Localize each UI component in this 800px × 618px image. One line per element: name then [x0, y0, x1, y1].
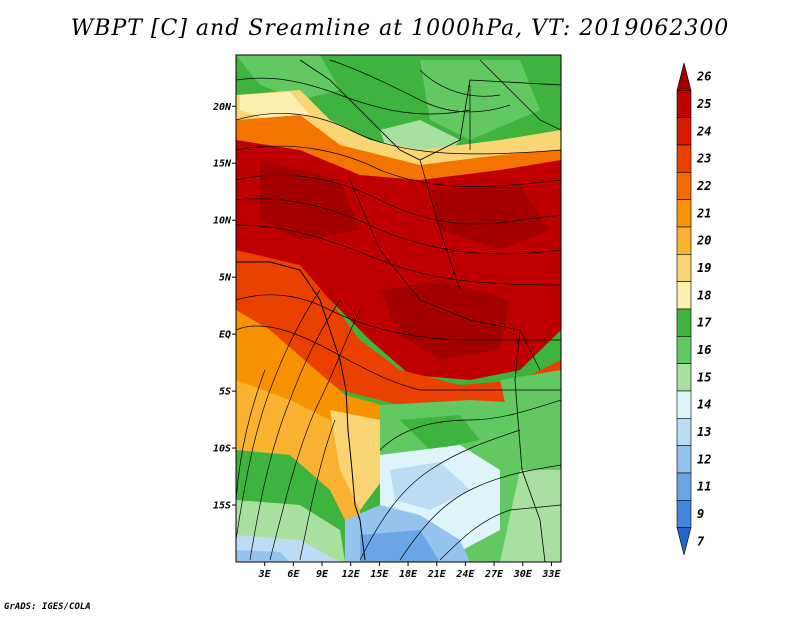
colorbar-label: 13 [697, 425, 711, 439]
colorbar-swatch [676, 199, 692, 228]
colorbar-label: 7 [697, 534, 705, 548]
colorbar-label: 14 [697, 398, 711, 412]
colorbar-label: 21 [696, 206, 711, 220]
lon-label: 3E [258, 569, 272, 580]
lon-label: 15E [370, 569, 389, 580]
lat-label: 10N [213, 216, 232, 227]
wbpt-field [236, 55, 561, 562]
lon-label: 30E [513, 569, 533, 580]
colorbar-swatch [676, 527, 692, 556]
lat-label: 15S [213, 501, 231, 512]
colorbar-label: 26 [696, 70, 711, 84]
lon-label: 24E [455, 569, 475, 580]
colorbar-swatch [676, 281, 692, 310]
colorbar-label: 24 [696, 124, 711, 138]
longitude-axis: 3E 6E 9E 12E 15E 18E 21E 24E 27E 30E 33E [258, 562, 561, 580]
colorbar-label: 25 [696, 97, 711, 111]
colorbar-label: 15 [697, 370, 711, 384]
colorbar-swatch [676, 472, 692, 501]
colorbar-swatch [676, 62, 692, 91]
lon-label: 33E [541, 569, 561, 580]
colorbar-swatch [676, 500, 692, 528]
colorbar-swatch [676, 363, 692, 392]
colorbar-swatch [676, 445, 692, 474]
colorbar-swatch [676, 90, 692, 118]
colorbar-label: 11 [697, 480, 711, 494]
lat-label: 5S [219, 387, 231, 398]
colorbar: 26 25 24 23 22 21 20 19 18 17 16 15 14 13 12 11 9 7 [676, 62, 712, 556]
latitude-axis: 20N 15N 10N 5N EQ 5S 10S 15S [212, 102, 236, 512]
lon-label: 27E [484, 569, 504, 580]
colorbar-label: 22 [696, 179, 711, 193]
lat-label: 15N [213, 159, 232, 170]
footer-credit: GrADS: IGES/COLA [4, 602, 91, 612]
lat-label: EQ [219, 330, 231, 341]
colorbar-swatch [676, 226, 692, 255]
colorbar-label: 23 [696, 152, 711, 166]
colorbar-swatch [676, 172, 692, 200]
colorbar-swatch [676, 254, 692, 282]
colorbar-swatch [676, 117, 692, 146]
lon-label: 12E [342, 569, 361, 580]
colorbar-swatch [676, 418, 692, 446]
lon-label: 9E [316, 569, 329, 580]
lon-label: 6E [287, 569, 300, 580]
colorbar-label: 9 [697, 507, 704, 521]
lon-label: 21E [427, 569, 447, 580]
lat-label: 5N [219, 273, 232, 284]
colorbar-swatch [676, 336, 692, 364]
colorbar-label: 12 [697, 452, 711, 466]
colorbar-swatch [676, 144, 692, 173]
map-frame [235, 54, 562, 563]
colorbar-label: 20 [696, 234, 711, 248]
colorbar-swatch [676, 308, 692, 337]
colorbar-label: 16 [697, 343, 711, 357]
map-title: WBPT [C] and Sreamline at 1000hPa, VT: 2… [70, 16, 730, 41]
colorbar-swatch [676, 390, 692, 419]
colorbar-label: 18 [697, 288, 711, 302]
lat-label: 20N [212, 102, 232, 113]
lon-label: 18E [399, 569, 418, 580]
lat-label: 10S [213, 444, 231, 455]
colorbar-label: 19 [697, 261, 711, 275]
colorbar-label: 17 [697, 316, 712, 330]
